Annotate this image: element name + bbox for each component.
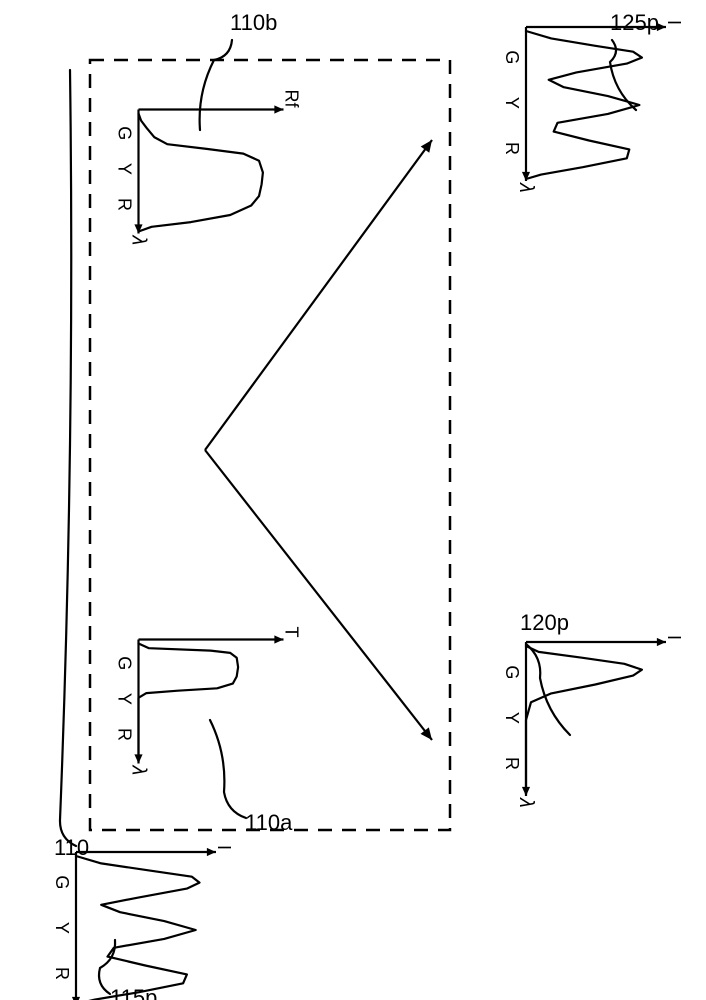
tick-Y: Y <box>502 712 522 724</box>
x-axis-label: λ <box>128 235 150 246</box>
tick-Y: Y <box>115 163 135 175</box>
diagram-canvas: RfλGYRTλGYRIλGYRIλGYRIλGYR110110b110a115… <box>0 0 706 1000</box>
y-axis-label: T <box>282 627 302 638</box>
callout-label: 110 <box>54 835 89 860</box>
tick-G: G <box>502 665 522 679</box>
x-axis-label: λ <box>515 182 537 193</box>
callout-c_115p: 115p <box>99 940 157 1000</box>
tick-Y: Y <box>115 693 135 705</box>
tick-G: G <box>115 656 135 670</box>
tick-R: R <box>115 728 135 741</box>
y-axis-label: I <box>214 845 234 850</box>
tick-R: R <box>502 757 522 770</box>
callout-label: 110a <box>245 810 293 835</box>
callout-c_110: 110 <box>54 70 89 860</box>
callout-label: 110b <box>230 10 277 35</box>
callout-c_110a: 110a <box>210 720 293 835</box>
graph-g_110b: Rf λ G Y R <box>115 90 302 246</box>
tick-R: R <box>115 198 135 211</box>
callout-label: 115p <box>110 985 157 1000</box>
curve <box>139 114 263 232</box>
curve <box>76 856 200 1000</box>
graph-g_120p: Iλ G Y R <box>502 635 684 808</box>
tick-Y: Y <box>52 922 72 934</box>
tick-G: G <box>502 50 522 64</box>
curve <box>526 646 642 794</box>
tick-R: R <box>52 967 72 980</box>
x-axis-label: λ <box>128 765 150 776</box>
tick-R: R <box>502 142 522 155</box>
y-axis-label: I <box>664 635 684 640</box>
tick-G: G <box>115 126 135 140</box>
tick-G: G <box>52 875 72 889</box>
callout-label: 120p <box>520 610 569 635</box>
y-axis-label: Rf <box>282 90 302 109</box>
graph-g_125p: Iλ G Y R <box>502 20 684 193</box>
curve <box>139 644 239 762</box>
tick-Y: Y <box>502 97 522 109</box>
callout-c_110b: 110b <box>200 10 278 130</box>
filter-box <box>90 60 450 830</box>
graph-g_115p: IλGYR <box>52 845 234 1000</box>
graph-g_110a: Tλ G Y R <box>115 627 302 776</box>
curve <box>526 31 642 179</box>
callout-label: 125p <box>610 10 659 35</box>
x-axis-label: λ <box>515 797 537 808</box>
y-axis-label: I <box>664 20 684 25</box>
